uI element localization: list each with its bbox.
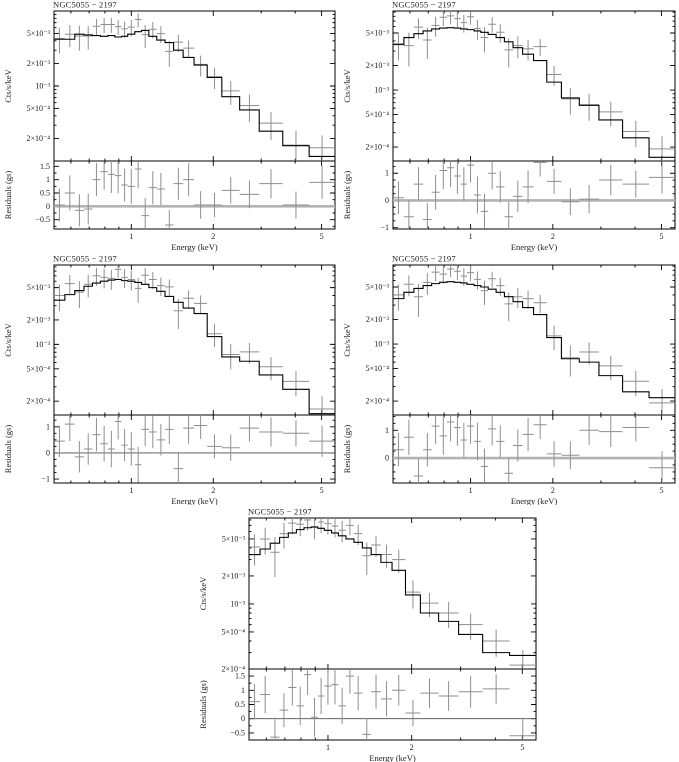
svg-text:2×10⁻³: 2×10⁻³ xyxy=(366,315,390,324)
svg-text:5: 5 xyxy=(520,743,524,752)
spectrum-svg-2: 1 2 5 5×10⁻³ 2×10⁻³ 10⁻³ 5×10⁻⁴ 2×10⁻⁴ 1 0 −1 NGC50… xyxy=(342,0,676,252)
svg-text:5: 5 xyxy=(320,486,324,495)
svg-text:NGC5055 − 2197: NGC5055 − 2197 xyxy=(53,254,117,264)
svg-text:0: 0 xyxy=(46,202,50,211)
svg-text:2: 2 xyxy=(211,232,215,241)
svg-text:Energy (keV): Energy (keV) xyxy=(171,496,218,505)
svg-text:Residuals (gs): Residuals (gs) xyxy=(342,425,352,474)
svg-text:−0.5: −0.5 xyxy=(35,215,50,224)
svg-text:2×10⁻³: 2×10⁻³ xyxy=(366,61,390,70)
svg-text:10⁻³: 10⁻³ xyxy=(35,340,50,349)
svg-text:2×10⁻³: 2×10⁻³ xyxy=(27,59,51,68)
svg-text:10⁻³: 10⁻³ xyxy=(374,86,389,95)
svg-text:2: 2 xyxy=(551,232,555,241)
svg-text:5×10⁻⁴: 5×10⁻⁴ xyxy=(365,110,389,119)
svg-text:Energy (keV): Energy (keV) xyxy=(511,496,558,505)
svg-text:NGC5055 − 2197: NGC5055 − 2197 xyxy=(392,0,456,10)
svg-text:−1: −1 xyxy=(380,223,389,232)
svg-text:1: 1 xyxy=(469,232,473,241)
svg-text:1: 1 xyxy=(46,175,50,184)
spectrum-svg-3: 1 2 5 5×10⁻³ 2×10⁻³ 10⁻³ 5×10⁻⁴ 2×10⁻⁴ 1 0 −1 NGC50… xyxy=(3,254,336,505)
svg-text:2: 2 xyxy=(551,486,555,495)
svg-text:0: 0 xyxy=(385,454,389,463)
svg-text:1: 1 xyxy=(46,422,50,431)
spectrum-svg-5: 1 2 5 5×10⁻³ 2×10⁻³ 10⁻³ 5×10⁻⁴ 2×10⁻⁴1.5 1 0.5 0 −… xyxy=(198,507,537,762)
svg-text:10⁻³: 10⁻³ xyxy=(374,340,389,349)
svg-text:1.5: 1.5 xyxy=(235,672,245,681)
svg-text:5×10⁻³: 5×10⁻³ xyxy=(366,28,390,37)
svg-text:Energy (keV): Energy (keV) xyxy=(369,753,416,762)
svg-text:5×10⁻³: 5×10⁻³ xyxy=(366,282,390,291)
svg-text:−0.5: −0.5 xyxy=(230,728,245,737)
svg-text:2×10⁻⁴: 2×10⁻⁴ xyxy=(365,397,389,406)
svg-text:Cts/s/keV: Cts/s/keV xyxy=(342,68,352,102)
svg-text:5×10⁻⁴: 5×10⁻⁴ xyxy=(26,364,50,373)
svg-text:−1: −1 xyxy=(41,475,50,484)
spectrum-svg-4: 1 2 5 5×10⁻³ 2×10⁻³ 10⁻³ 5×10⁻⁴ 2×10⁻⁴ 1 0 NGC5055… xyxy=(342,254,676,505)
svg-text:10⁻³: 10⁻³ xyxy=(35,82,50,91)
svg-text:5×10⁻³: 5×10⁻³ xyxy=(27,283,51,292)
spectrum-svg-1: 1 2 5 5×10⁻³ 2×10⁻³ 10⁻³ 5×10⁻⁴ 2×10⁻⁴ 1.5 1 0.5 0 −… xyxy=(3,0,336,252)
svg-text:5×10⁻⁴: 5×10⁻⁴ xyxy=(365,364,389,373)
svg-text:1: 1 xyxy=(385,426,389,435)
svg-text:2×10⁻³: 2×10⁻³ xyxy=(27,315,51,324)
svg-text:5×10⁻⁴: 5×10⁻⁴ xyxy=(26,104,50,113)
svg-text:5×10⁻⁴: 5×10⁻⁴ xyxy=(221,627,245,636)
svg-text:1: 1 xyxy=(385,169,389,178)
svg-text:2×10⁻⁴: 2×10⁻⁴ xyxy=(26,397,50,406)
panel-top-left: 1 2 5 5×10⁻³ 2×10⁻³ 10⁻³ 5×10⁻⁴ 2×10⁻⁴ 1.5 1 0.5 0 −… xyxy=(0,0,345,252)
panel-bottom-center: 1 2 5 5×10⁻³ 2×10⁻³ 10⁻³ 5×10⁻⁴ 2×10⁻⁴ 1.5 1 0.5 0 −… xyxy=(195,505,545,762)
svg-text:5: 5 xyxy=(660,486,664,495)
svg-text:1: 1 xyxy=(129,486,133,495)
svg-text:Cts/s/keV: Cts/s/keV xyxy=(342,322,352,356)
svg-text:2×10⁻⁴: 2×10⁻⁴ xyxy=(221,665,245,674)
svg-text:1: 1 xyxy=(326,743,330,752)
svg-text:2×10⁻³: 2×10⁻³ xyxy=(222,571,246,580)
svg-text:2×10⁻⁴: 2×10⁻⁴ xyxy=(365,143,389,152)
svg-text:5: 5 xyxy=(320,232,324,241)
svg-text:1: 1 xyxy=(129,232,133,241)
svg-text:0: 0 xyxy=(241,714,245,723)
svg-text:1.5: 1.5 xyxy=(40,162,50,171)
svg-text:Residuals (gs): Residuals (gs) xyxy=(3,171,13,220)
svg-text:Residuals (gs): Residuals (gs) xyxy=(198,680,208,729)
svg-text:0.5: 0.5 xyxy=(235,700,245,709)
panel-mid-right: 1 2 5 5×10⁻³ 2×10⁻³ 10⁻³ 5×10⁻⁴ 2×10⁻⁴ 1 0 NGC5055… xyxy=(339,252,679,505)
panel-mid-left: 1 2 5 5×10⁻³ 2×10⁻³ 10⁻³ 5×10⁻⁴ 2×10⁻⁴ 1 0 −1 NGC50… xyxy=(0,252,345,505)
svg-text:2: 2 xyxy=(211,486,215,495)
svg-text:Energy (keV): Energy (keV) xyxy=(511,242,558,252)
svg-text:2: 2 xyxy=(410,743,414,752)
svg-text:NGC5055 − 2197: NGC5055 − 2197 xyxy=(248,507,312,517)
svg-text:2×10⁻⁴: 2×10⁻⁴ xyxy=(26,134,50,143)
svg-text:0.5: 0.5 xyxy=(40,189,50,198)
svg-text:NGC5055 − 2197: NGC5055 − 2197 xyxy=(392,254,456,264)
svg-text:0: 0 xyxy=(46,448,50,457)
svg-text:5×10⁻³: 5×10⁻³ xyxy=(27,29,51,38)
panel-top-right: 1 2 5 5×10⁻³ 2×10⁻³ 10⁻³ 5×10⁻⁴ 2×10⁻⁴ 1 0 −1 NGC50… xyxy=(339,0,679,252)
svg-text:Residuals (gs): Residuals (gs) xyxy=(342,171,352,220)
svg-text:0: 0 xyxy=(385,196,389,205)
svg-text:Cts/s/keV: Cts/s/keV xyxy=(3,322,13,356)
svg-text:Residuals (gs): Residuals (gs) xyxy=(3,425,13,474)
svg-text:Cts/s/keV: Cts/s/keV xyxy=(198,576,208,610)
svg-text:10⁻³: 10⁻³ xyxy=(230,599,245,608)
svg-text:Energy (keV): Energy (keV) xyxy=(171,242,218,252)
svg-text:5: 5 xyxy=(660,232,664,241)
svg-text:5×10⁻³: 5×10⁻³ xyxy=(222,534,246,543)
svg-text:NGC5055 − 2197: NGC5055 − 2197 xyxy=(53,0,117,10)
svg-text:Cts/s/keV: Cts/s/keV xyxy=(3,68,13,102)
svg-text:1: 1 xyxy=(469,486,473,495)
svg-text:1: 1 xyxy=(241,686,245,695)
